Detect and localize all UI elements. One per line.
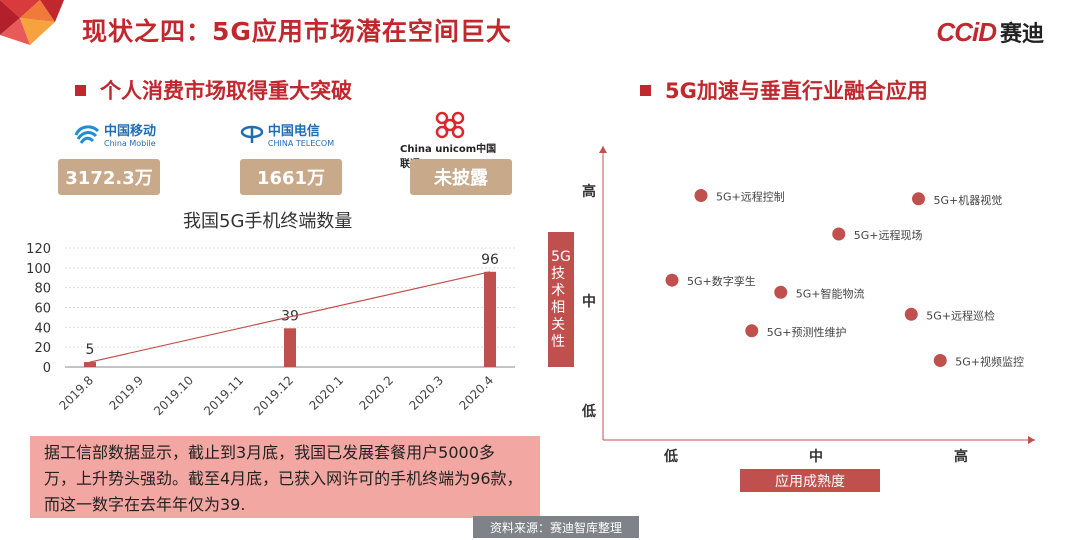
carrier-china-mobile: 中国移动 China Mobile bbox=[60, 120, 170, 148]
left-section-heading: 个人消费市场取得重大突破 bbox=[75, 75, 352, 105]
scatter-point-label: 5G+智能物流 bbox=[796, 286, 865, 300]
carrier-china-telecom: 中国电信 CHINA TELECOM bbox=[232, 120, 342, 148]
y-category-label: 中 bbox=[582, 293, 596, 310]
bar-data-label: 5 bbox=[86, 342, 95, 358]
bar bbox=[484, 271, 496, 367]
bullet-square-icon bbox=[75, 84, 86, 96]
scatter-point-label: 5G+视频监控 bbox=[955, 355, 1024, 369]
china-mobile-logo-icon bbox=[74, 125, 100, 144]
y-tick-label: 100 bbox=[26, 262, 51, 277]
x-tick-label: 2019.11 bbox=[201, 373, 246, 418]
y-tick-label: 80 bbox=[34, 282, 51, 297]
scatter-point-label: 5G+远程巡检 bbox=[926, 308, 995, 322]
carrier-name-en: China Mobile bbox=[103, 139, 156, 148]
scatter-point bbox=[665, 273, 679, 287]
scatter-point-label: 5G+机器视觉 bbox=[934, 193, 1003, 207]
x-axis-arrow-icon bbox=[1028, 436, 1035, 444]
source-note: 资料来源：赛迪智库整理 bbox=[473, 516, 639, 538]
carrier-value-badge: 1661万 bbox=[240, 159, 342, 195]
right-section-heading: 5G加速与垂直行业融合应用 bbox=[640, 75, 928, 105]
trend-line bbox=[89, 271, 491, 363]
y-axis-tag-char: 性 bbox=[551, 333, 566, 350]
bar bbox=[84, 362, 96, 367]
scatter-point bbox=[933, 354, 947, 367]
scatter-point bbox=[745, 324, 759, 338]
carrier-name-en: CHINA TELECOM bbox=[267, 139, 335, 148]
bar-chart: 020406080100120539962019.82019.92019.102… bbox=[26, 242, 515, 418]
scatter-chart: 低中高低中高 5G+远程控制 5G+机器视觉5G+远程现场5G+数字孪生5G+智能物… bbox=[581, 146, 1035, 465]
y-axis-tag-char: 5G bbox=[551, 248, 571, 265]
y-tick-label: 40 bbox=[34, 321, 51, 336]
y-tick-label: 20 bbox=[34, 341, 51, 356]
x-category-label: 低 bbox=[663, 448, 678, 465]
right-section-title: 5G加速与垂直行业融合应用 bbox=[665, 79, 928, 103]
x-tick-label: 2020.4 bbox=[457, 373, 497, 413]
page-title: 现状之四：5G应用市场潜在空间巨大 bbox=[82, 17, 512, 46]
ccid-logo: CCiD 赛迪 bbox=[936, 16, 1044, 48]
y-axis-tag: 5G 技术相关性 bbox=[548, 232, 574, 367]
corner-decoration-icon bbox=[0, 0, 64, 45]
y-category-label: 高 bbox=[582, 183, 596, 200]
scatter-point-label: 5G+远程现场 bbox=[854, 228, 923, 242]
scatter-point-label: 5G+远程控制 bbox=[716, 190, 785, 204]
x-tick-label: 2020.3 bbox=[407, 373, 447, 413]
y-tick-label: 60 bbox=[34, 302, 51, 317]
title-bar: 现状之四：5G应用市场潜在空间巨大 CCiD 赛迪 bbox=[0, 0, 1080, 60]
carrier-name: 中国移动 bbox=[103, 124, 156, 139]
scatter-point bbox=[774, 285, 788, 299]
scatter-point bbox=[694, 189, 708, 202]
x-axis-tag: 应用成熟度 bbox=[740, 469, 880, 492]
scatter-point-label: 5G+数字孪生 bbox=[687, 274, 756, 288]
bullet-square-icon bbox=[640, 84, 651, 96]
x-category-label: 中 bbox=[809, 448, 823, 465]
scatter-point bbox=[904, 307, 918, 321]
bar-chart-title: 我国5G手机终端数量 bbox=[183, 211, 353, 232]
y-axis-tag-char: 关 bbox=[551, 316, 566, 333]
x-tick-label: 2019.9 bbox=[107, 373, 147, 413]
carrier-value-badge: 3172.3万 bbox=[58, 159, 160, 195]
bar bbox=[284, 328, 296, 367]
china-telecom-logo-icon bbox=[240, 125, 264, 143]
x-tick-label: 2019.10 bbox=[151, 373, 196, 418]
x-tick-label: 2020.1 bbox=[307, 373, 347, 413]
y-axis-tag-char: 术 bbox=[551, 282, 566, 299]
y-tick-label: 0 bbox=[43, 361, 51, 376]
y-axis-tag-char: 相 bbox=[551, 299, 566, 316]
y-tick-label: 120 bbox=[26, 242, 51, 257]
data-note: 据工信部数据显示，截止到3月底，我国已发展套餐用户5000多万，上升势头强劲。截… bbox=[30, 436, 540, 518]
logo-mark: CCiD bbox=[936, 16, 997, 47]
bar-data-label: 96 bbox=[481, 252, 499, 268]
carrier-name: 中国电信 bbox=[267, 124, 320, 139]
scatter-point bbox=[912, 192, 925, 206]
x-tick-label: 2020.2 bbox=[357, 373, 397, 413]
y-axis-tag-char: 技 bbox=[551, 265, 566, 282]
x-tick-label: 2019.12 bbox=[251, 373, 296, 418]
x-tick-label: 2019.8 bbox=[57, 373, 97, 413]
china-unicom-logo-icon bbox=[435, 111, 465, 139]
y-axis-arrow-icon bbox=[599, 146, 607, 153]
y-axis-tag-text: 5G 技术相关性 bbox=[551, 249, 571, 351]
carrier-value-badge: 未披露 bbox=[410, 159, 512, 195]
x-category-label: 高 bbox=[954, 448, 968, 465]
y-category-label: 低 bbox=[581, 403, 596, 420]
left-section-title: 个人消费市场取得重大突破 bbox=[100, 79, 352, 103]
logo-text: 赛迪 bbox=[999, 22, 1044, 47]
scatter-point-label: 5G+预测性维护 bbox=[767, 325, 847, 339]
scatter-point bbox=[832, 227, 846, 241]
